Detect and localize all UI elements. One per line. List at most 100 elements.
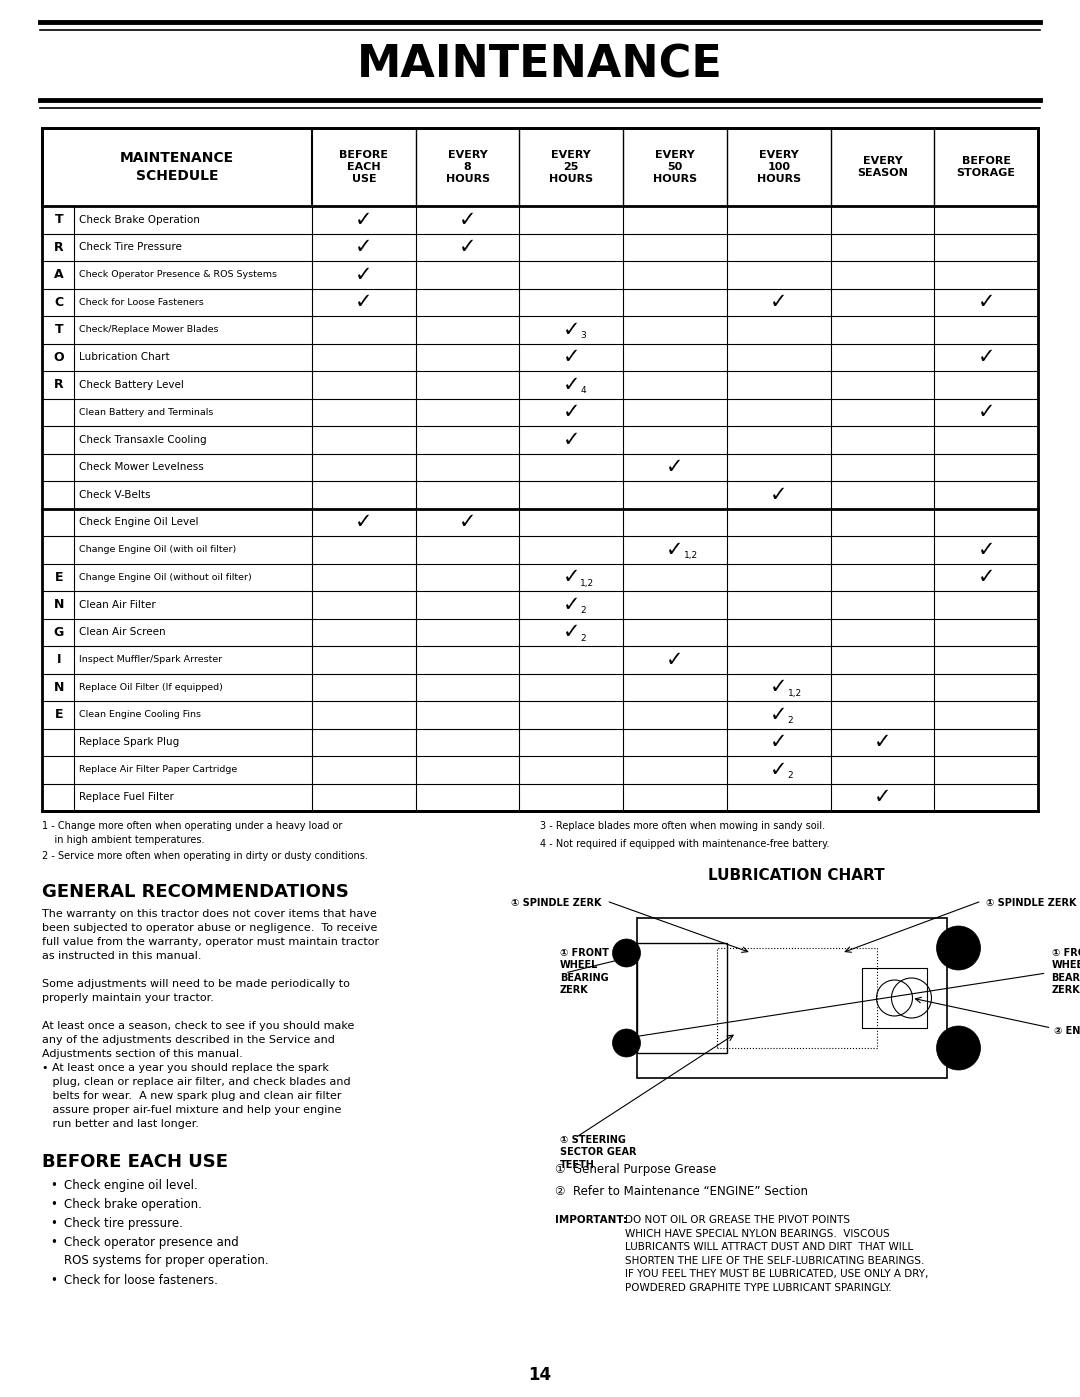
Text: 3: 3 xyxy=(580,331,586,341)
Text: ✓: ✓ xyxy=(459,513,476,532)
Text: 1,2: 1,2 xyxy=(684,552,698,560)
Text: ✓: ✓ xyxy=(355,292,373,313)
Text: ✓: ✓ xyxy=(563,402,580,422)
Text: C: C xyxy=(54,296,64,309)
Text: ✓: ✓ xyxy=(874,732,891,752)
Text: 14: 14 xyxy=(528,1366,552,1384)
Text: Check for Loose Fasteners: Check for Loose Fasteners xyxy=(79,298,204,307)
Text: T: T xyxy=(55,323,64,337)
Text: 2: 2 xyxy=(787,771,794,781)
Text: ✓: ✓ xyxy=(770,485,787,504)
Text: •: • xyxy=(50,1274,57,1287)
Text: ✓: ✓ xyxy=(355,513,373,532)
Text: 2: 2 xyxy=(580,634,586,643)
Text: ② ENGINE: ② ENGINE xyxy=(1054,1025,1080,1037)
Text: Check engine oil level.: Check engine oil level. xyxy=(64,1179,198,1192)
Text: 2 - Service more often when operating in dirty or dusty conditions.: 2 - Service more often when operating in… xyxy=(42,851,368,861)
Text: EVERY
100
HOURS: EVERY 100 HOURS xyxy=(757,149,800,184)
Text: ✓: ✓ xyxy=(770,678,787,697)
Text: ✓: ✓ xyxy=(977,292,995,313)
Text: ①  General Purpose Grease: ① General Purpose Grease xyxy=(555,1162,716,1176)
Text: Check for loose fasteners.: Check for loose fasteners. xyxy=(64,1274,218,1287)
Text: MAINTENANCE: MAINTENANCE xyxy=(357,43,723,87)
Text: 1 - Change more often when operating under a heavy load or
    in high ambient t: 1 - Change more often when operating und… xyxy=(42,821,342,845)
Text: 1,2: 1,2 xyxy=(580,578,594,588)
Text: ✓: ✓ xyxy=(666,457,684,478)
Text: ✓: ✓ xyxy=(977,567,995,587)
Text: ① STEERING
SECTOR GEAR
TEETH: ① STEERING SECTOR GEAR TEETH xyxy=(561,1134,636,1169)
Text: Check Brake Operation: Check Brake Operation xyxy=(79,215,200,225)
Text: 3 - Replace blades more often when mowing in sandy soil.: 3 - Replace blades more often when mowin… xyxy=(540,821,825,831)
Text: ✓: ✓ xyxy=(563,567,580,587)
Text: ① FRONT
WHEEL
BEARING
ZERK: ① FRONT WHEEL BEARING ZERK xyxy=(561,949,609,995)
Text: ✓: ✓ xyxy=(355,265,373,285)
Bar xyxy=(636,943,727,1053)
Text: ✓: ✓ xyxy=(874,788,891,807)
Text: EVERY
50
HOURS: EVERY 50 HOURS xyxy=(653,149,697,184)
Circle shape xyxy=(612,939,640,967)
Bar xyxy=(636,918,946,1078)
Text: ① SPINDLE ZERK: ① SPINDLE ZERK xyxy=(511,898,602,908)
Text: ✓: ✓ xyxy=(563,595,580,615)
Text: ✓: ✓ xyxy=(770,732,787,752)
Text: ✓: ✓ xyxy=(563,430,580,450)
Text: Check Engine Oil Level: Check Engine Oil Level xyxy=(79,517,199,527)
Circle shape xyxy=(936,926,981,970)
Text: Clean Air Screen: Clean Air Screen xyxy=(79,627,165,637)
Text: 2: 2 xyxy=(787,717,794,725)
Text: Check V-Belts: Check V-Belts xyxy=(79,490,150,500)
Text: ✓: ✓ xyxy=(459,237,476,257)
Text: T: T xyxy=(55,214,64,226)
Text: •: • xyxy=(50,1217,57,1229)
Text: ✓: ✓ xyxy=(563,320,580,339)
Text: BEFORE
STORAGE: BEFORE STORAGE xyxy=(957,156,1015,177)
Text: ✓: ✓ xyxy=(459,210,476,229)
Text: ✓: ✓ xyxy=(666,650,684,669)
Circle shape xyxy=(612,1030,640,1058)
Text: R: R xyxy=(54,379,64,391)
Text: ✓: ✓ xyxy=(563,622,580,643)
Text: EVERY
SEASON: EVERY SEASON xyxy=(858,156,908,177)
Text: Lubrication Chart: Lubrication Chart xyxy=(79,352,170,362)
Text: ✓: ✓ xyxy=(770,292,787,313)
Text: ✓: ✓ xyxy=(563,374,580,395)
Text: Check Battery Level: Check Battery Level xyxy=(79,380,184,390)
Text: Clean Engine Cooling Fins: Clean Engine Cooling Fins xyxy=(79,710,201,719)
Text: Check Tire Pressure: Check Tire Pressure xyxy=(79,242,181,253)
Text: GENERAL RECOMMENDATIONS: GENERAL RECOMMENDATIONS xyxy=(42,883,349,901)
Text: Check Operator Presence & ROS Systems: Check Operator Presence & ROS Systems xyxy=(79,270,276,279)
Text: EVERY
25
HOURS: EVERY 25 HOURS xyxy=(550,149,593,184)
Text: Check brake operation.: Check brake operation. xyxy=(64,1199,202,1211)
Text: Check Mower Levelness: Check Mower Levelness xyxy=(79,462,204,472)
Text: Replace Spark Plug: Replace Spark Plug xyxy=(79,738,179,747)
Text: ① SPINDLE ZERK: ① SPINDLE ZERK xyxy=(986,898,1077,908)
Text: LUBRICATION CHART: LUBRICATION CHART xyxy=(708,868,885,883)
Text: •: • xyxy=(50,1179,57,1192)
Text: ✓: ✓ xyxy=(977,348,995,367)
Text: Clean Air Filter: Clean Air Filter xyxy=(79,599,156,609)
Text: Change Engine Oil (with oil filter): Change Engine Oil (with oil filter) xyxy=(79,545,237,555)
Text: Replace Air Filter Paper Cartridge: Replace Air Filter Paper Cartridge xyxy=(79,766,238,774)
Text: •: • xyxy=(50,1236,57,1249)
Text: ✓: ✓ xyxy=(977,402,995,422)
Bar xyxy=(42,129,1038,812)
Text: A: A xyxy=(54,268,64,281)
Bar xyxy=(42,129,1038,205)
Circle shape xyxy=(936,1025,981,1070)
Text: Inspect Muffler/Spark Arrester: Inspect Muffler/Spark Arrester xyxy=(79,655,222,664)
Text: DO NOT OIL OR GREASE THE PIVOT POINTS
WHICH HAVE SPECIAL NYLON BEARINGS.  VISCOU: DO NOT OIL OR GREASE THE PIVOT POINTS WH… xyxy=(625,1215,929,1294)
Text: 4 - Not required if equipped with maintenance-free battery.: 4 - Not required if equipped with mainte… xyxy=(540,840,829,849)
Text: I: I xyxy=(57,654,62,666)
Text: 2: 2 xyxy=(580,606,586,615)
Text: R: R xyxy=(54,240,64,254)
Text: EVERY
8
HOURS: EVERY 8 HOURS xyxy=(446,149,489,184)
Text: IMPORTANT:: IMPORTANT: xyxy=(555,1215,634,1225)
Text: E: E xyxy=(55,571,64,584)
Text: ✓: ✓ xyxy=(563,348,580,367)
Text: ✓: ✓ xyxy=(666,539,684,560)
Text: Check/Replace Mower Blades: Check/Replace Mower Blades xyxy=(79,326,218,334)
Text: ②  Refer to Maintenance “ENGINE” Section: ② Refer to Maintenance “ENGINE” Section xyxy=(555,1185,808,1199)
Text: Check Transaxle Cooling: Check Transaxle Cooling xyxy=(79,434,206,444)
Text: G: G xyxy=(54,626,64,638)
Text: Replace Oil Filter (If equipped): Replace Oil Filter (If equipped) xyxy=(79,683,222,692)
